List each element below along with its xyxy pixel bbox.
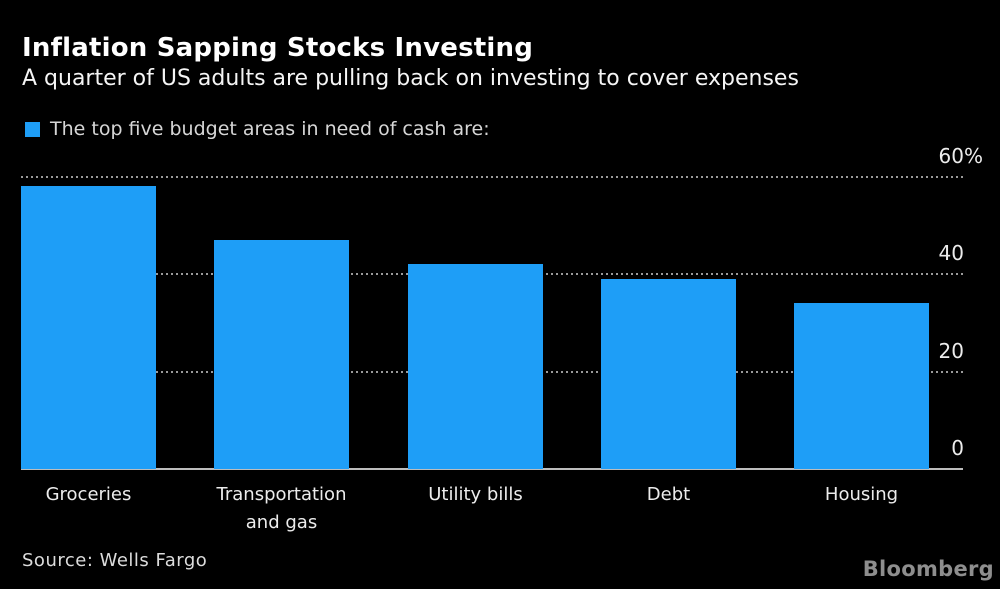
bar-housing (794, 303, 929, 469)
category-label: Utility bills (428, 484, 523, 505)
bar-debt (601, 279, 736, 469)
chart-title: Inflation Sapping Stocks Investing (22, 33, 534, 63)
category-label: Groceries (45, 484, 132, 505)
bar-transportation-and-gas (214, 240, 349, 469)
chart-subtitle: A quarter of US adults are pulling back … (22, 66, 799, 91)
y-tick-number: 60 (938, 143, 964, 168)
y-tick-label-40: 40 (938, 241, 964, 265)
category-label: Housing (824, 484, 899, 505)
y-tick-label-20: 20 (938, 338, 964, 363)
legend-label: The top five budget areas in need of cas… (50, 118, 490, 140)
y-tick-label-0: 0 (951, 436, 964, 460)
x-axis-baseline (21, 468, 963, 470)
source-note: Source: Wells Fargo (22, 550, 208, 571)
legend-swatch-icon (25, 121, 40, 137)
legend: The top five budget areas in need of cas… (25, 118, 490, 140)
category-label: Transportation and gas (216, 484, 347, 533)
bar-utility-bills (408, 264, 543, 469)
bar-groceries (21, 186, 156, 469)
y-tick-percent-suffix: % (964, 143, 984, 168)
gridline-60 (21, 175, 963, 178)
y-tick-label-60: 60% (874, 143, 983, 168)
category-label: Debt (646, 484, 691, 505)
bloomberg-logo: Bloomberg (862, 557, 994, 581)
